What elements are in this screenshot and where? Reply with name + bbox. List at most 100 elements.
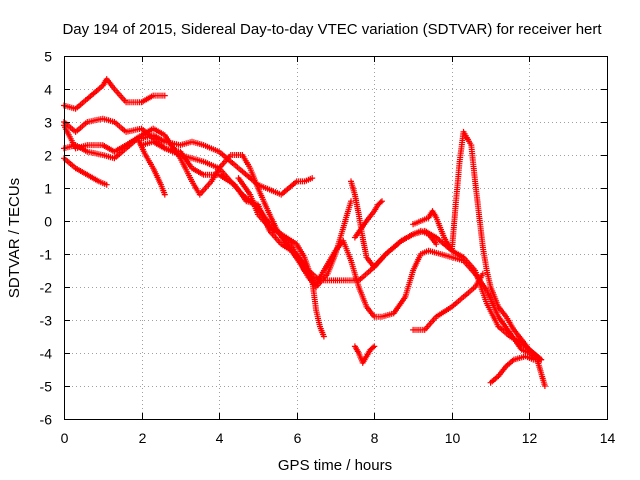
data-point-run xyxy=(483,287,501,318)
data-point-run xyxy=(348,257,362,288)
data-point-run xyxy=(452,160,463,208)
data-point-run xyxy=(355,211,366,239)
data-point-run xyxy=(150,165,164,186)
chart-title: Day 194 of 2015, Sidereal Day-to-day VTE… xyxy=(62,21,602,38)
x-tick-label: 2 xyxy=(139,430,147,446)
data-point-run xyxy=(429,208,439,219)
y-tick-label: -4 xyxy=(40,346,53,362)
data-point-run xyxy=(227,178,244,196)
data-point-run xyxy=(177,155,194,183)
x-tick-label: 0 xyxy=(61,430,69,446)
data-point-run xyxy=(189,138,205,148)
data-point-run xyxy=(510,326,524,342)
series-track-11 xyxy=(348,178,440,271)
data-point-run xyxy=(301,175,316,185)
series-track-13 xyxy=(410,128,545,363)
data-point-run xyxy=(460,128,474,147)
data-point-run xyxy=(410,252,423,274)
data-point-run xyxy=(254,211,272,229)
data-point-run xyxy=(460,257,477,276)
data-point-run xyxy=(189,165,205,177)
y-axis-label: SDTVAR / TECUs xyxy=(6,178,23,298)
data-point-run xyxy=(84,171,101,184)
data-point-run xyxy=(200,142,221,154)
y-tick-label: -3 xyxy=(40,313,53,329)
data-point-run xyxy=(375,198,385,208)
data-point-run xyxy=(398,232,415,244)
data-point-run xyxy=(103,76,117,91)
data-point-run xyxy=(254,181,267,191)
data-point-run xyxy=(359,354,369,366)
axis-ticks xyxy=(64,56,608,420)
data-point-run xyxy=(266,224,283,237)
x-tick-labels: 0 2 4 6 8 10 12 14 xyxy=(61,430,616,446)
data-point-run xyxy=(476,211,486,249)
data-point-run xyxy=(522,353,535,362)
data-point-run xyxy=(460,285,477,300)
data-point-run xyxy=(448,203,459,254)
data-point-run xyxy=(216,148,233,164)
data-point-run xyxy=(472,270,486,290)
data-point-run xyxy=(254,204,272,226)
data-point-run xyxy=(410,228,422,238)
data-point-run xyxy=(363,209,376,224)
data-point-run xyxy=(483,300,501,328)
data-point-run xyxy=(410,218,422,228)
data-point-run xyxy=(262,185,275,194)
data-point-run xyxy=(317,323,327,340)
y-tick-label: -5 xyxy=(40,379,53,395)
data-point-run xyxy=(84,116,104,125)
data-point-run xyxy=(417,248,430,257)
x-tick-label: 4 xyxy=(216,430,224,446)
data-point-run xyxy=(150,132,167,144)
y-tick-label: 4 xyxy=(44,82,52,98)
data-point-run xyxy=(487,374,500,386)
data-point-run xyxy=(503,313,516,331)
data-point-run xyxy=(340,198,354,231)
data-point-run xyxy=(254,185,272,216)
data-point-run xyxy=(111,119,128,134)
data-point-run xyxy=(425,231,440,248)
series-track-1 xyxy=(61,76,168,112)
series-track-7 xyxy=(138,138,327,340)
x-tick-label: 12 xyxy=(522,430,538,446)
series-track-4 xyxy=(61,155,110,188)
data-point-run xyxy=(72,142,89,154)
data-point-run xyxy=(417,227,430,237)
data-point-run xyxy=(363,348,373,360)
data-point-run xyxy=(278,231,295,249)
data-point-run xyxy=(348,178,358,196)
data-point-run xyxy=(371,252,388,271)
data-point-run xyxy=(530,356,545,363)
data-point-run xyxy=(468,142,478,183)
data-point-run xyxy=(200,158,221,171)
data-point-run xyxy=(421,315,438,333)
data-point-run xyxy=(371,203,381,215)
data-point-run xyxy=(507,330,524,352)
y-tick-label: 3 xyxy=(44,115,52,131)
data-point-run xyxy=(503,357,516,370)
y-tick-label: 5 xyxy=(44,49,52,65)
data-point-run xyxy=(95,178,110,188)
data-point-run xyxy=(286,179,299,191)
series-track-14 xyxy=(487,353,545,386)
data-point-run xyxy=(448,295,465,310)
data-point-run xyxy=(150,92,168,99)
series-track-12 xyxy=(410,270,486,333)
data-point-run xyxy=(270,188,283,197)
x-tick-label: 10 xyxy=(445,430,461,446)
data-point-run xyxy=(216,165,233,183)
data-point-run xyxy=(363,303,376,319)
data-point-run xyxy=(239,168,260,187)
series-track-6 xyxy=(138,132,316,198)
data-point-run xyxy=(495,313,512,335)
y-tick-label: 2 xyxy=(44,148,52,164)
data-point-run xyxy=(150,125,167,138)
data-point-run xyxy=(538,369,548,389)
data-point-run xyxy=(111,143,128,155)
data-point-run xyxy=(138,93,155,106)
data-point-run xyxy=(495,364,508,380)
x-tick-label: 6 xyxy=(294,430,302,446)
data-point-run xyxy=(313,269,326,287)
series-track-5 xyxy=(61,135,168,198)
